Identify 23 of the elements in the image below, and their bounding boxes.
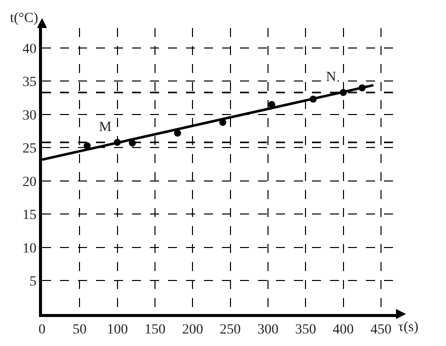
x-tick-label: 250 xyxy=(220,322,241,338)
y-tick-label: 5 xyxy=(29,274,36,290)
y-axis-title: t(°C) xyxy=(10,11,38,26)
x-tick-label: 100 xyxy=(106,322,128,338)
y-tick-label: 15 xyxy=(22,208,36,224)
y-tick-label: 20 xyxy=(22,174,36,190)
x-tick-label: 0 xyxy=(38,322,46,338)
x-tick-label: 50 xyxy=(72,322,87,338)
x-tick-label: 400 xyxy=(332,322,354,338)
x-axis-title: τ(s) xyxy=(398,320,419,335)
x-tick-label: 350 xyxy=(295,322,316,338)
y-tick-label: 30 xyxy=(22,108,36,124)
x-tick-label: 200 xyxy=(182,322,204,338)
x-tick-label: 150 xyxy=(144,322,166,338)
y-tick-label: 25 xyxy=(22,142,36,157)
x-tick-label: 450 xyxy=(370,322,392,338)
y-tick-label: 35 xyxy=(22,75,36,90)
point xyxy=(174,130,182,137)
y-tick-label: 40 xyxy=(22,42,36,57)
annotation: N xyxy=(326,70,336,85)
y-tick-label: 10 xyxy=(22,241,36,256)
annotation: M xyxy=(99,120,112,135)
x-tick-label: 300 xyxy=(257,322,278,338)
